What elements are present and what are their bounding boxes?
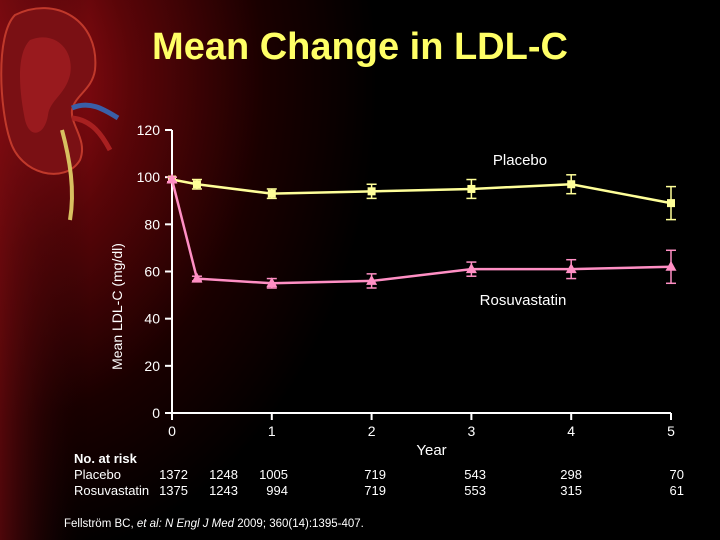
- series-rosuvastatin: Rosuvastatin: [166, 173, 677, 309]
- at-risk-heading: No. at risk: [74, 451, 137, 466]
- at-risk-label-rosuvastatin: Rosuvastatin: [74, 483, 150, 498]
- series-line: [171, 178, 672, 205]
- series-label: Rosuvastatin: [480, 292, 567, 309]
- data-point: [567, 180, 576, 189]
- x-axis-label: Year: [416, 442, 446, 459]
- y-tick-label: 120: [137, 122, 161, 138]
- citation: Fellström BC, et al: N Engl J Med 2009; …: [64, 518, 364, 530]
- at-risk-value: 719: [364, 483, 386, 498]
- data-point: [266, 277, 278, 288]
- y-tick-label: 60: [144, 264, 160, 280]
- data-point: [166, 173, 178, 184]
- at-risk-value: 1375: [159, 483, 188, 498]
- series-line: [170, 179, 672, 285]
- data-point: [366, 274, 378, 285]
- at-risk-value: 1372: [159, 467, 188, 482]
- at-risk-value: 543: [464, 467, 486, 482]
- at-risk-value: 994: [266, 483, 288, 498]
- data-point: [192, 180, 201, 189]
- citation-etal: et al:: [136, 518, 162, 530]
- kidney-illustration: [0, 7, 120, 221]
- y-tick-label: 40: [144, 311, 160, 327]
- at-risk-value: 1005: [259, 467, 288, 482]
- at-risk-value: 70: [669, 467, 684, 482]
- series-label: Placebo: [493, 152, 547, 169]
- at-risk-value: 61: [669, 483, 684, 498]
- chart-axes: 0 20 40 60 80 100 120 0 1 2 3 4 5 Year Mean LDL-C (mg/…: [109, 122, 675, 459]
- x-tick-label: 1: [268, 423, 276, 439]
- citation-journal: N Engl J Med: [165, 518, 235, 530]
- x-tick-label: 2: [368, 423, 376, 439]
- y-axis-label: Mean LDL-C (mg/dl): [109, 243, 125, 370]
- data-point: [565, 263, 577, 274]
- slide-title: Mean Change in LDL-C: [152, 26, 568, 68]
- citation-authors: Fellström BC,: [64, 518, 134, 530]
- citation-details: 2009; 360(14):1395-407.: [237, 518, 364, 530]
- series-placebo: Placebo: [167, 152, 676, 221]
- at-risk-value: 719: [364, 467, 386, 482]
- data-point: [665, 260, 677, 271]
- data-point: [667, 199, 675, 208]
- y-tick-label: 0: [152, 405, 160, 421]
- x-tick-label: 4: [567, 423, 575, 439]
- y-tick-label: 20: [144, 358, 160, 374]
- data-point: [467, 184, 476, 193]
- data-point: [465, 263, 477, 274]
- x-tick-label: 3: [468, 423, 476, 439]
- at-risk-value: 1243: [209, 483, 238, 498]
- at-risk-value: 298: [560, 467, 582, 482]
- x-tick-label: 0: [168, 423, 176, 439]
- x-tick-label: 5: [667, 423, 675, 439]
- y-tick-label: 100: [137, 169, 161, 185]
- at-risk-value: 553: [464, 483, 486, 498]
- data-point: [367, 187, 376, 196]
- at-risk-value: 1248: [209, 467, 238, 482]
- at-risk-value: 315: [560, 483, 582, 498]
- y-tick-label: 80: [144, 216, 160, 232]
- data-point: [191, 272, 203, 283]
- chart-series: Placebo Rosuvastatin: [166, 152, 677, 309]
- data-point: [267, 189, 276, 198]
- at-risk-label-placebo: Placebo: [74, 467, 121, 482]
